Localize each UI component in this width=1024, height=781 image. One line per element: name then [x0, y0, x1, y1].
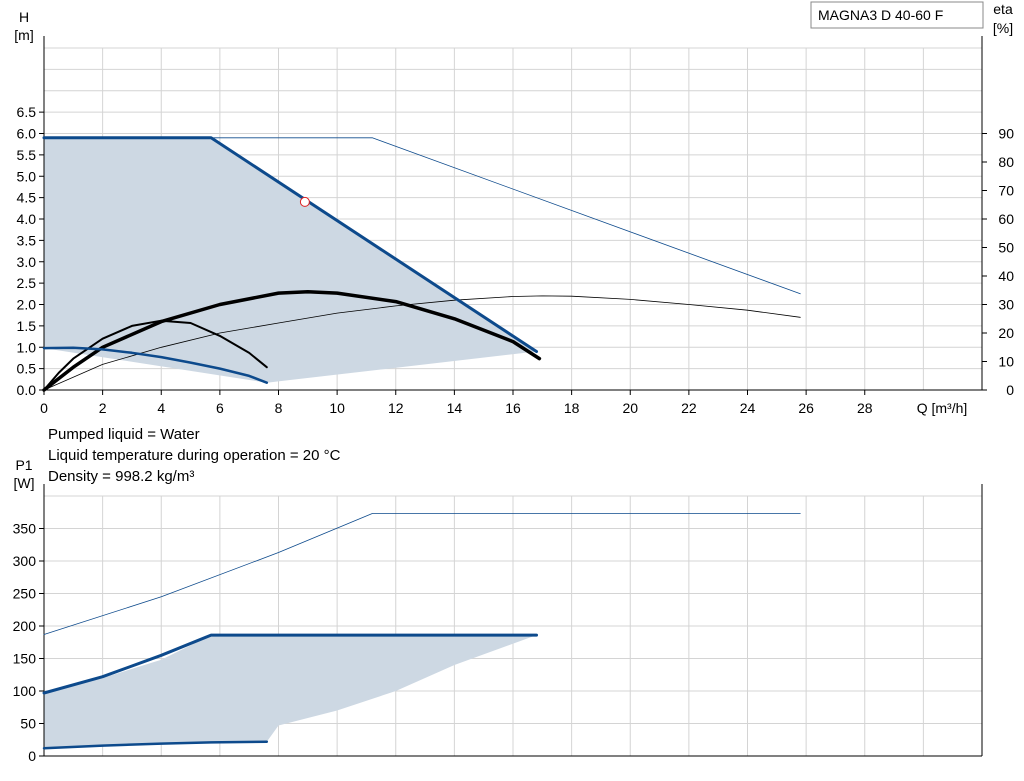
x-tick-label: 2	[99, 400, 107, 416]
y-axis-unit: [W]	[14, 475, 35, 491]
y-tick-label: 0.5	[17, 361, 37, 377]
duty-point-marker	[299, 196, 310, 207]
x-tick-label: 10	[329, 400, 345, 416]
operating-range-area	[44, 137, 537, 383]
y-tick-label: 50	[20, 716, 36, 732]
y-tick-label: 250	[13, 586, 37, 602]
power-curve-twin	[43, 513, 801, 635]
y2-tick-label: 60	[998, 211, 1014, 227]
y-tick-label: 0.0	[17, 382, 37, 398]
y-tick-label: 2.5	[17, 275, 37, 291]
x-tick-label: 26	[798, 400, 814, 416]
head-curve-twin	[43, 137, 801, 295]
efficiency-curve-twin	[43, 295, 801, 391]
y2-tick-label: 70	[998, 183, 1014, 199]
y-tick-label: 2.0	[17, 297, 37, 313]
y2-tick-label: 30	[998, 297, 1014, 313]
y2-tick-label: 80	[998, 154, 1014, 170]
y2-tick-label: 40	[998, 268, 1014, 284]
y-tick-label: 100	[13, 683, 37, 699]
y-tick-label: 3.0	[17, 254, 37, 270]
y-tick-label: 3.5	[17, 232, 37, 248]
y2-tick-label: 10	[998, 354, 1014, 370]
y2-tick-label: 0	[1006, 382, 1014, 398]
y-axis-label: P1	[15, 457, 32, 473]
y2-tick-label: 90	[998, 126, 1014, 142]
efficiency-curve-min	[43, 319, 268, 391]
operating-range-area	[44, 635, 537, 749]
x-tick-label: 28	[857, 400, 873, 416]
y2-axis-unit: [%]	[993, 20, 1013, 36]
x-tick-label: 0	[40, 400, 48, 416]
y-tick-label: 1.0	[17, 339, 37, 355]
x-tick-label: 14	[447, 400, 463, 416]
y-tick-label: 4.0	[17, 211, 37, 227]
y-tick-label: 350	[13, 521, 37, 537]
x-axis-label: Q [m³/h]	[917, 400, 968, 416]
y-tick-label: 5.0	[17, 168, 37, 184]
power-curve-min	[42, 740, 269, 750]
y2-axis-label: eta	[993, 1, 1013, 17]
x-tick-label: 6	[216, 400, 224, 416]
y-tick-label: 150	[13, 651, 37, 667]
y-tick-label: 1.5	[17, 318, 37, 334]
y-tick-label: 5.5	[17, 147, 37, 163]
x-tick-label: 16	[505, 400, 521, 416]
y2-tick-label: 50	[998, 240, 1014, 256]
power-chart-panel: 0 50 100 150 200 250 300 350 P1 [W]	[13, 457, 983, 764]
y-axis-label: H	[19, 9, 29, 25]
efficiency-curve-max	[42, 289, 542, 392]
pump-model-label: MAGNA3 D 40-60 F	[818, 7, 943, 23]
pumped-liquid-text: Pumped liquid = Water	[48, 426, 200, 443]
y-axis-unit: [m]	[14, 27, 33, 43]
liquid-temperature-text: Liquid temperature during operation = 20…	[48, 447, 341, 464]
y-tick-label: 4.5	[17, 190, 37, 206]
x-tick-label: 12	[388, 400, 404, 416]
x-tick-label: 18	[564, 400, 580, 416]
head-chart-panel: 0.0 0.5 1.0 1.5 2.0 2.5 3.0 3.5 4.0 4.5 5.0 5.5 6.0 6…	[14, 1, 1014, 416]
head-curve-min	[42, 346, 269, 384]
y2-tick-label: 20	[998, 325, 1014, 341]
x-tick-label: 22	[681, 400, 697, 416]
model-label-box: MAGNA3 D 40-60 F	[810, 1, 984, 29]
x-tick-label: 24	[740, 400, 756, 416]
y-tick-label: 6.5	[17, 104, 37, 120]
y-tick-label: 6.0	[17, 126, 37, 142]
power-curve-max	[42, 633, 538, 695]
y-tick-label: 300	[13, 553, 37, 569]
x-tick-label: 8	[275, 400, 283, 416]
x-tick-label: 4	[157, 400, 165, 416]
y-tick-label: 200	[13, 618, 37, 634]
y-tick-label: 0	[28, 748, 36, 764]
density-text: Density = 998.2 kg/m³	[48, 468, 195, 485]
x-tick-label: 20	[622, 400, 638, 416]
